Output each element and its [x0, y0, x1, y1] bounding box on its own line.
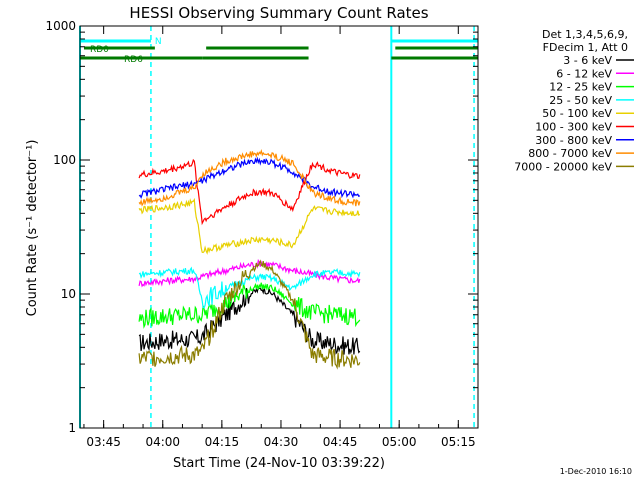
legend: Det 1,3,4,5,6,9,FDecim 1, Att 03 - 6 keV… — [514, 28, 634, 173]
series-layer — [138, 149, 361, 370]
y-axis-label: Count Rate (s⁻¹ detector⁻¹) — [25, 140, 40, 317]
legend-label: 12 - 25 keV — [549, 81, 612, 94]
legend-header: FDecim 1, Att 0 — [543, 41, 628, 54]
rd6-label: RD6 — [124, 55, 143, 65]
x-tick-label: 04:30 — [264, 435, 299, 449]
legend-label: 3 - 6 keV — [563, 54, 612, 67]
legend-label: 25 - 50 keV — [549, 94, 612, 107]
y-axis: 1 10 100 1000 — [45, 19, 478, 435]
legend-label: 50 - 100 keV — [542, 107, 612, 120]
series-line — [138, 258, 361, 288]
series-line — [138, 156, 361, 200]
overlay-layer: N RD0 RD6 — [79, 26, 478, 428]
x-tick-label: 04:45 — [323, 435, 358, 449]
y-tick-label: 1 — [68, 421, 76, 435]
series-line — [138, 266, 361, 309]
x-tick-label: 03:45 — [86, 435, 121, 449]
legend-header: Det 1,3,4,5,6,9, — [542, 28, 628, 41]
y-tick-label: 100 — [53, 153, 76, 167]
x-axis-label: Start Time (24-Nov-10 03:39:22) — [173, 456, 385, 471]
rd0-label: RD0 — [90, 45, 109, 55]
x-tick-label: 04:00 — [145, 435, 180, 449]
plot-frame — [79, 25, 479, 429]
series-line — [138, 259, 361, 370]
series-line — [138, 158, 361, 226]
x-tick-label: 05:00 — [382, 435, 417, 449]
legend-label: 800 - 7000 keV — [528, 147, 612, 160]
y-tick-label: 1000 — [45, 19, 76, 33]
legend-label: 7000 - 20000 keV — [514, 160, 612, 173]
chart-title: HESSI Observing Summary Count Rates — [129, 4, 428, 22]
series-line — [138, 197, 361, 255]
series-line — [138, 282, 361, 329]
series-line — [138, 286, 361, 355]
x-tick-label: 04:15 — [205, 435, 240, 449]
x-axis: 03:45 04:00 04:15 04:30 04:45 05:00 05:15 — [83, 26, 479, 449]
saa-label: N — [155, 37, 162, 47]
series-line — [138, 149, 361, 207]
date-stamp: 1-Dec-2010 16:10 — [560, 467, 632, 476]
legend-label: 300 - 800 keV — [535, 134, 612, 147]
y-tick-label: 10 — [61, 287, 76, 301]
legend-label: 6 - 12 keV — [556, 67, 612, 80]
legend-label: 100 - 300 keV — [535, 121, 612, 134]
x-tick-label: 05:15 — [441, 435, 476, 449]
